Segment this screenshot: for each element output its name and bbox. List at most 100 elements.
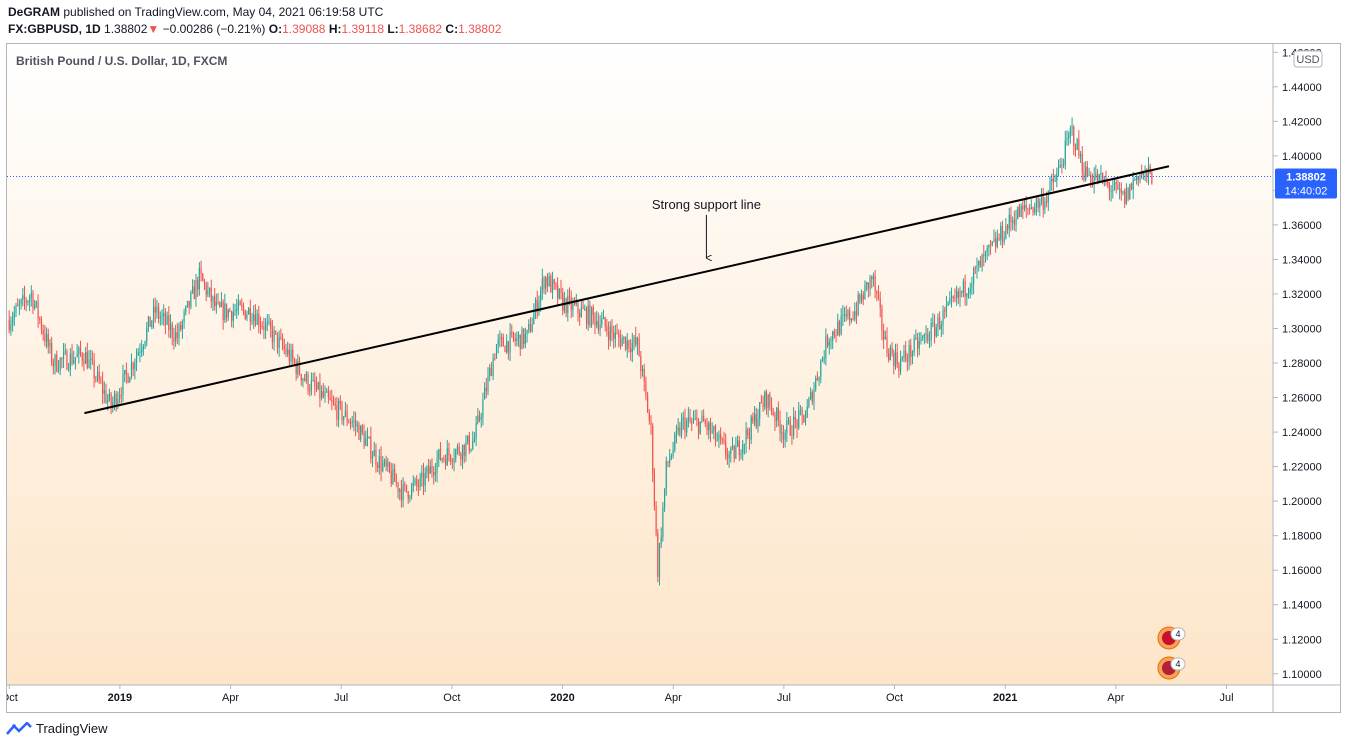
candle-body (1057, 167, 1060, 174)
candle-body (548, 275, 550, 286)
candle-body (1086, 166, 1088, 176)
candle-body (641, 368, 644, 372)
candle-body (108, 393, 110, 400)
candle-body (857, 294, 859, 315)
price-tick-label: 1.36000 (1282, 220, 1322, 232)
candle-body (653, 473, 656, 507)
candle-body (898, 364, 900, 372)
candle-body (976, 265, 978, 269)
candle-body (322, 391, 324, 397)
candle-body (1066, 138, 1068, 141)
candle-body (1049, 180, 1051, 193)
candle-body (742, 444, 744, 454)
candle-body (417, 484, 419, 488)
currency-badge[interactable]: USD (1293, 50, 1323, 68)
candle-body (833, 331, 835, 336)
candle-body (224, 303, 226, 321)
candle-body (784, 432, 786, 440)
candle-body (83, 360, 85, 364)
footer-brand[interactable]: TradingView (6, 721, 108, 736)
candle-body (225, 303, 228, 318)
candle-body (714, 426, 717, 441)
price-chart[interactable]: 1.10000 1.12000 1.14000 1.16000 1.18000 1.200… (7, 44, 1340, 712)
candle-body (334, 403, 336, 406)
candle-body (278, 337, 280, 348)
candle-body (597, 321, 599, 330)
candle-body (361, 426, 363, 433)
candle-body (796, 420, 798, 428)
candle-body (704, 421, 706, 424)
candle-body (453, 458, 455, 463)
candle-body (1085, 166, 1087, 181)
candle-body (881, 307, 883, 331)
candle-body (553, 279, 555, 284)
candle-body (988, 244, 990, 249)
candle-body (546, 277, 549, 286)
candle-body (686, 421, 688, 433)
candle-body (599, 324, 601, 330)
candle-body (1129, 184, 1131, 200)
candle-body (584, 308, 586, 310)
candle-body (500, 337, 503, 339)
candle-body (971, 283, 973, 289)
candle-body (96, 371, 99, 379)
candle-body (957, 291, 959, 298)
candle-body (363, 432, 365, 446)
candle-body (592, 307, 594, 315)
candle-body (859, 294, 861, 302)
candle-body (154, 306, 156, 313)
candle-body (382, 463, 384, 471)
candle-body (972, 268, 975, 284)
candle-body (925, 333, 927, 335)
candle-body (1076, 139, 1078, 150)
candle-body (562, 292, 564, 311)
candle-body (565, 298, 567, 313)
candle-body (514, 338, 516, 342)
price-tick-label: 1.18000 (1282, 531, 1322, 543)
candle-body (280, 337, 282, 339)
candle-body (135, 355, 138, 364)
candle-body (1020, 205, 1022, 218)
candle-body (351, 421, 353, 424)
candle-body (419, 476, 421, 488)
candle-body (193, 286, 195, 300)
candle-body (854, 311, 856, 320)
candle-body (935, 327, 937, 337)
candle-body (273, 330, 275, 343)
low-value: 1.38682 (398, 22, 443, 36)
candle-body (1037, 198, 1039, 208)
candle-body (1139, 174, 1141, 181)
chart-frame[interactable]: 1.10000 1.12000 1.14000 1.16000 1.18000 1.200… (6, 43, 1341, 713)
candle-body (42, 330, 44, 335)
annotations-layer: Strong support line 1.38802 14:40:02 4 4 (7, 165, 1337, 680)
candle-body (354, 420, 357, 426)
candle-body (62, 352, 65, 359)
candle-body (747, 429, 749, 436)
candle-body (932, 322, 934, 324)
candle-body (978, 260, 980, 266)
candle-body (837, 321, 839, 336)
candle-body (832, 331, 834, 341)
candle-body (1074, 145, 1077, 150)
candle-body (954, 297, 956, 299)
symbol-label: FX:GBPUSD, 1D (8, 22, 101, 36)
candle-body (568, 296, 571, 298)
candle-body (467, 435, 469, 443)
candle-body (229, 310, 231, 312)
candle-body (871, 277, 873, 280)
change-arrow-icon: ▼ (147, 22, 160, 36)
candle-body (1108, 184, 1111, 192)
candle-body (699, 421, 701, 434)
candle-body (17, 305, 19, 307)
candle-body (529, 323, 532, 332)
candle-body (71, 353, 73, 364)
candle-body (594, 314, 596, 326)
candle-body (701, 415, 703, 422)
candle-body (1001, 226, 1004, 242)
candle-body (307, 373, 309, 391)
candle-body (421, 472, 423, 477)
candle-body (495, 345, 498, 359)
candle-body (242, 306, 245, 311)
candle-body (770, 405, 773, 413)
candle-body (149, 316, 151, 327)
